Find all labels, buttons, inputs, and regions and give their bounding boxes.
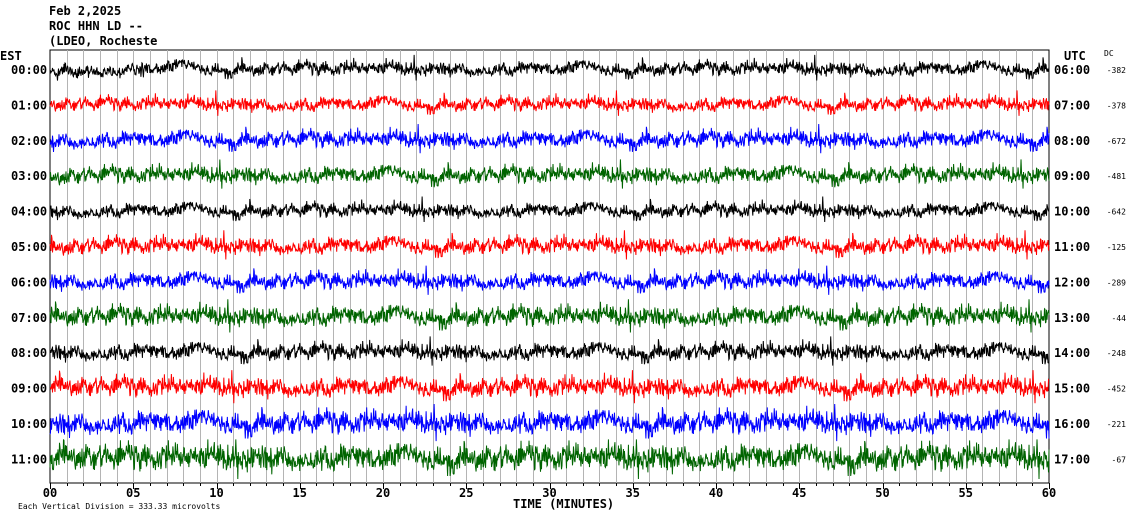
row-label-est: 06:00 bbox=[11, 275, 47, 289]
row-dc-offset: -248 bbox=[1107, 349, 1126, 358]
row-label-utc: 06:00 bbox=[1054, 63, 1090, 77]
row-label-utc: 13:00 bbox=[1054, 311, 1090, 325]
network-label: (LDEO, Rocheste bbox=[49, 34, 158, 48]
row-label-utc: 10:00 bbox=[1054, 205, 1090, 219]
x-tick-label: 20 bbox=[376, 486, 390, 500]
row-dc-offset: -382 bbox=[1107, 66, 1126, 75]
row-dc-offset: -481 bbox=[1107, 172, 1126, 181]
row-label-est: 09:00 bbox=[11, 382, 47, 396]
row-dc-offset: -44 bbox=[1112, 314, 1127, 323]
row-label-est: 01:00 bbox=[11, 98, 47, 112]
row-label-utc: 11:00 bbox=[1054, 240, 1090, 254]
row-label-utc: 16:00 bbox=[1054, 417, 1090, 431]
seismic-trace-row bbox=[49, 124, 1050, 154]
scale-note: Each Vertical Division = 333.33 microvol… bbox=[18, 502, 220, 511]
row-label-est: 02:00 bbox=[11, 134, 47, 148]
row-dc-offset: -289 bbox=[1107, 278, 1126, 287]
row-label-est: 00:00 bbox=[11, 63, 47, 77]
row-label-est: 11:00 bbox=[11, 452, 47, 466]
row-label-utc: 09:00 bbox=[1054, 169, 1090, 183]
seismic-trace-row bbox=[49, 159, 1050, 189]
grid-lines bbox=[49, 49, 1050, 489]
plot-frame bbox=[49, 49, 1050, 484]
seismic-trace-row bbox=[49, 54, 1050, 81]
x-tick-label: 10 bbox=[209, 486, 223, 500]
seismic-trace-row bbox=[49, 90, 1050, 116]
row-dc-offset: -221 bbox=[1107, 420, 1126, 429]
seismic-trace-row bbox=[49, 230, 1050, 260]
chart-date: Feb 2,2025 bbox=[49, 4, 122, 18]
seismic-trace-row bbox=[49, 403, 1050, 442]
seismic-trace-row bbox=[49, 439, 1050, 480]
x-tick-label: 30 bbox=[542, 486, 556, 500]
row-label-est: 08:00 bbox=[11, 346, 47, 360]
row-label-est: 03:00 bbox=[11, 169, 47, 183]
left-zone-label: EST bbox=[0, 49, 22, 63]
x-tick-label: 35 bbox=[626, 486, 640, 500]
x-tick-label: 15 bbox=[293, 486, 307, 500]
right-zone-label: UTC bbox=[1064, 49, 1086, 63]
x-tick-label: 25 bbox=[459, 486, 473, 500]
row-label-est: 05:00 bbox=[11, 240, 47, 254]
seismic-trace-row bbox=[49, 299, 1050, 333]
dc-header-label: DC bbox=[1104, 49, 1114, 58]
row-label-est: 10:00 bbox=[11, 417, 47, 431]
x-tick-label: 00 bbox=[43, 486, 57, 500]
x-tick-label: 55 bbox=[959, 486, 973, 500]
row-label-utc: 14:00 bbox=[1054, 346, 1090, 360]
axis-labels: EST UTC DC TIME (MINUTES) Each Vertical … bbox=[0, 49, 1126, 511]
station-id: ROC HHN LD -- bbox=[49, 19, 143, 33]
x-tick-label: 05 bbox=[126, 486, 140, 500]
row-dc-offset: -672 bbox=[1107, 137, 1126, 146]
row-dc-offset: -378 bbox=[1107, 101, 1126, 110]
row-label-utc: 07:00 bbox=[1054, 98, 1090, 112]
row-dc-offset: -452 bbox=[1107, 385, 1126, 394]
row-label-est: 04:00 bbox=[11, 205, 47, 219]
seismic-trace-row bbox=[49, 370, 1050, 404]
row-dc-offset: -642 bbox=[1107, 208, 1126, 217]
row-dc-offset: -125 bbox=[1107, 243, 1126, 252]
seismic-trace-row bbox=[49, 336, 1050, 366]
row-dc-offset: -67 bbox=[1112, 455, 1127, 464]
row-label-utc: 08:00 bbox=[1054, 134, 1090, 148]
seismic-traces bbox=[49, 54, 1050, 480]
x-tick-label: 40 bbox=[709, 486, 723, 500]
seismic-trace-row bbox=[49, 265, 1050, 295]
row-label-utc: 12:00 bbox=[1054, 275, 1090, 289]
seismic-trace-row bbox=[49, 196, 1050, 223]
row-label-est: 07:00 bbox=[11, 311, 47, 325]
row-label-utc: 17:00 bbox=[1054, 452, 1090, 466]
x-tick-label: 45 bbox=[792, 486, 806, 500]
x-axis-title: TIME (MINUTES) bbox=[513, 497, 614, 511]
row-label-utc: 15:00 bbox=[1054, 382, 1090, 396]
x-tick-label: 50 bbox=[875, 486, 889, 500]
x-tick-label: 60 bbox=[1042, 486, 1056, 500]
